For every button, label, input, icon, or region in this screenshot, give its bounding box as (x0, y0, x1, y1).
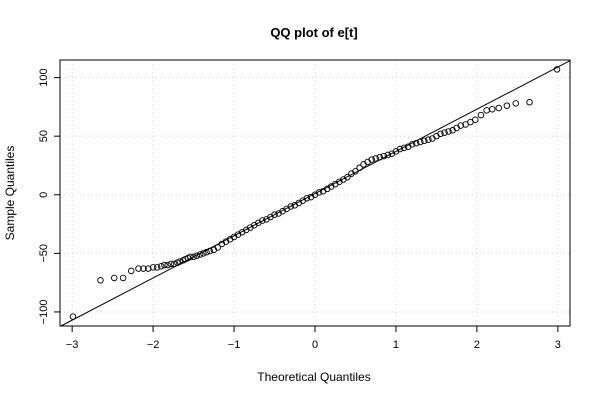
x-tick-label: −2 (147, 339, 160, 351)
data-point (372, 155, 379, 162)
data-point (203, 248, 210, 256)
data-point (489, 105, 496, 113)
x-tick-label: 2 (474, 339, 480, 351)
data-point (140, 265, 147, 272)
x-tick-label: 3 (555, 339, 561, 351)
y-tick-label: 50 (38, 130, 50, 142)
data-point (176, 258, 184, 265)
data-point (119, 274, 127, 282)
data-point (495, 104, 503, 112)
data-point (110, 274, 118, 282)
data-point (135, 265, 142, 272)
y-axis: −100 −50 0 50 100 (38, 68, 60, 324)
x-axis: −3 −2 −1 0 1 2 3 (66, 326, 561, 351)
data-point (149, 264, 157, 271)
data-point (206, 247, 214, 255)
data-point (380, 152, 388, 160)
x-tick-label: 1 (393, 339, 399, 351)
reference-line-group (60, 60, 571, 327)
data-point (376, 154, 384, 161)
data-point (526, 98, 533, 106)
data-point (512, 100, 520, 107)
data-point (384, 151, 392, 159)
data-point (441, 129, 448, 136)
data-point (503, 102, 511, 109)
data-point (196, 251, 204, 258)
data-point (214, 244, 222, 251)
data-point (259, 217, 266, 224)
grid (60, 60, 570, 326)
data-point (477, 111, 485, 119)
data-point (187, 253, 194, 261)
data-point (400, 144, 408, 152)
data-point (200, 250, 207, 257)
chart-title: QQ plot of e[t] (270, 25, 357, 40)
data-point (127, 267, 135, 275)
y-tick-label: 0 (38, 192, 50, 198)
data-point (287, 203, 294, 210)
data-point (396, 145, 404, 153)
data-point (69, 313, 77, 320)
data-point (457, 122, 464, 129)
data-point (193, 252, 201, 259)
data-point (416, 138, 424, 146)
data-point (170, 260, 178, 268)
data-point (437, 130, 444, 138)
data-point (315, 189, 323, 196)
x-tick-label: −3 (66, 339, 79, 351)
data-point (408, 141, 416, 148)
data-point (144, 265, 152, 272)
data-point (271, 211, 278, 218)
data-point (553, 66, 561, 73)
data-point (344, 173, 351, 181)
x-axis-label: Theoretical Quantiles (257, 370, 370, 384)
x-tick-label: 0 (312, 339, 318, 351)
x-tick-label: −1 (228, 339, 241, 351)
y-tick-label: 100 (38, 68, 50, 86)
data-point (421, 137, 428, 145)
y-tick-label: −50 (38, 244, 50, 263)
data-point (153, 264, 161, 271)
y-tick-label: −100 (38, 300, 50, 325)
points-group (69, 66, 561, 320)
data-point (161, 261, 168, 269)
data-point (472, 116, 479, 124)
data-point (356, 164, 363, 172)
data-point (164, 261, 171, 269)
reference-line (60, 60, 571, 327)
data-point (445, 128, 452, 135)
data-point (368, 156, 375, 163)
y-axis-label: Sample Quantiles (3, 146, 17, 241)
data-point (190, 253, 197, 261)
data-point (483, 107, 490, 114)
data-point (97, 277, 104, 284)
data-point (425, 136, 432, 143)
data-point (352, 168, 359, 175)
data-point (157, 262, 165, 270)
data-point (167, 260, 175, 268)
data-point (412, 139, 420, 147)
data-point (303, 195, 311, 202)
